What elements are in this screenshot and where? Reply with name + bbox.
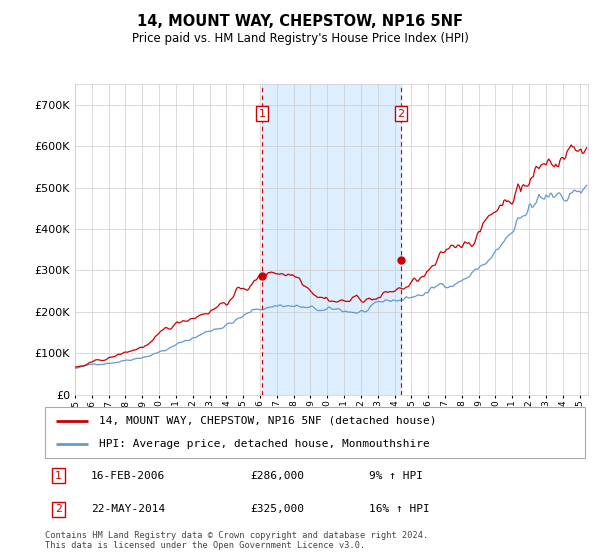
Text: 14, MOUNT WAY, CHEPSTOW, NP16 5NF: 14, MOUNT WAY, CHEPSTOW, NP16 5NF [137, 14, 463, 29]
Text: £286,000: £286,000 [250, 470, 304, 480]
Text: 22-MAY-2014: 22-MAY-2014 [91, 505, 165, 515]
Text: HPI: Average price, detached house, Monmouthshire: HPI: Average price, detached house, Monm… [99, 439, 430, 449]
Text: 1: 1 [55, 470, 62, 480]
Text: 16% ↑ HPI: 16% ↑ HPI [369, 505, 430, 515]
Text: 2: 2 [55, 505, 62, 515]
Text: 14, MOUNT WAY, CHEPSTOW, NP16 5NF (detached house): 14, MOUNT WAY, CHEPSTOW, NP16 5NF (detac… [99, 416, 437, 426]
Bar [262, 84, 401, 395]
Text: Contains HM Land Registry data © Crown copyright and database right 2024.
This d: Contains HM Land Registry data © Crown c… [45, 530, 428, 550]
Text: Price paid vs. HM Land Registry's House Price Index (HPI): Price paid vs. HM Land Registry's House … [131, 32, 469, 45]
Text: 2: 2 [397, 109, 404, 119]
Text: 9% ↑ HPI: 9% ↑ HPI [369, 470, 423, 480]
Text: £325,000: £325,000 [250, 505, 304, 515]
FancyBboxPatch shape [45, 407, 585, 458]
Text: 16-FEB-2006: 16-FEB-2006 [91, 470, 165, 480]
Text: 1: 1 [259, 109, 266, 119]
